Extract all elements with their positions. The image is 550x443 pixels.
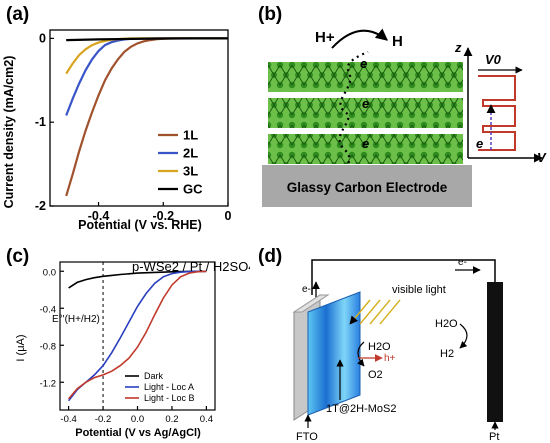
chart-a-legend: 1L 2L 3L GC — [158, 128, 203, 197]
mos2-layer-2 — [268, 98, 463, 128]
y-tick-label: -1.2 — [40, 378, 56, 389]
reaction-arrow — [331, 28, 388, 49]
z-axis-label: z — [454, 40, 462, 55]
x-tick-label: 0.4 — [200, 414, 213, 425]
series-line-light-loc-a — [67, 270, 207, 402]
legend-label: GC — [183, 182, 203, 197]
plot-frame — [49, 29, 229, 207]
x-tick-label: -0.2 — [95, 414, 111, 425]
panel-d-diagram: e- e- visible light H2O O2 h+ 1T@2H-MoS2… — [292, 257, 503, 443]
barrier-electron-label: e — [476, 136, 483, 151]
series-line-dark — [68, 270, 207, 289]
circuit-wire — [311, 259, 496, 295]
chart-a-xlabel: Potential (V vs. RHE) — [78, 218, 202, 232]
legend-label: 1L — [183, 128, 198, 143]
series-line-3l — [65, 37, 228, 75]
chart-c-axes: -0.4 -0.2 0.0 0.2 0.4 0.0 -0.4 -0.8 -1.2 — [40, 261, 216, 425]
y-tick-label: 0 — [39, 31, 46, 45]
hole-label: h+ — [384, 353, 396, 364]
legend-label: Light - Loc B — [144, 393, 195, 403]
electron-path — [338, 50, 369, 191]
light-label: visible light — [392, 284, 446, 296]
reduction-arc — [459, 323, 468, 349]
electron-top-label: e- — [458, 257, 467, 268]
proton-label: H+ — [315, 29, 335, 46]
chart-a: -0.4 -0.2 0 0 -1 -2 1L 2L 3L GC Potential (V vs.… — [2, 29, 232, 232]
mos2-film — [307, 291, 361, 416]
y-tick-label: 0.0 — [43, 267, 56, 278]
x-tick-label: -0.4 — [88, 209, 110, 223]
chart-c-xlabel: Potential (V vs Ag/AgCl) — [75, 427, 201, 439]
y-tick-label: -1 — [35, 115, 46, 129]
x-tick-label: -0.4 — [60, 414, 76, 425]
barrier-label: V0 — [485, 52, 502, 67]
mos2-layer-3 — [268, 134, 463, 164]
hydrogen-label: H — [392, 33, 403, 50]
chart-c-annotation: E°'(H+/H2) — [52, 314, 100, 325]
x-tick-label: 0.2 — [165, 414, 178, 425]
chart-a-axes: -0.4 -0.2 0 0 -1 -2 — [35, 29, 232, 223]
legend-label: Dark — [144, 371, 164, 381]
water-right-label: H2O — [435, 318, 458, 330]
y-tick-label: -0.8 — [40, 341, 56, 352]
electron-label-3: e — [362, 136, 369, 151]
x-tick-label: 0.0 — [131, 414, 144, 425]
legend-label: 2L — [183, 146, 198, 161]
chart-a-ylabel: Current density (mA/cm2) — [2, 56, 16, 209]
oxidation-arc — [357, 341, 365, 367]
pt-label: Pt — [489, 431, 499, 443]
x-tick-label: 0 — [225, 209, 232, 223]
series-line-gc — [66, 37, 228, 42]
electron-label-1: e — [360, 56, 367, 71]
water-label: H2O — [368, 341, 391, 353]
barrier-profile — [478, 75, 516, 151]
y-tick-label: -0.4 — [40, 304, 56, 315]
chart-c-ylabel: I (μA) — [15, 334, 27, 361]
panel-label-b: (b) — [258, 4, 283, 25]
chart-a-lines — [65, 37, 228, 197]
electron-label-2: e — [362, 96, 369, 111]
legend-label: 3L — [183, 164, 198, 179]
hydrogen-right-label: H2 — [440, 348, 454, 360]
glassy-carbon-electrode — [262, 165, 472, 207]
electron-left-label: e- — [302, 284, 311, 295]
fto-label: FTO — [296, 431, 318, 443]
panel-label-d: (d) — [258, 246, 283, 267]
chart-c-lines — [67, 270, 207, 402]
panel-label-c: (c) — [6, 246, 30, 267]
mos2-layer-1 — [268, 62, 463, 92]
panel-b-diagram: H+ H e e e Glassy Carbon Electrode z V V… — [262, 28, 547, 207]
oxygen-label: O2 — [368, 369, 383, 381]
legend-label: Light - Loc A — [144, 382, 194, 392]
panel-label-a: (a) — [6, 4, 30, 25]
chart-c-title: p-WSe2 / Pt / H2SO4 — [132, 259, 250, 274]
series-line-2l — [65, 37, 228, 116]
material-label: 1T@2H-MoS2 — [326, 403, 396, 415]
electrode-label: Glassy Carbon Electrode — [287, 180, 448, 195]
pt-electrode — [487, 282, 503, 422]
v-axis-label: V — [537, 150, 547, 165]
y-tick-label: -2 — [35, 199, 46, 213]
x-tick-label: -0.2 — [152, 209, 174, 223]
chart-c: -0.4 -0.2 0.0 0.2 0.40.0-0.4-0.8-1.2 DarkLig… — [15, 259, 250, 439]
series-line-light-loc-b — [67, 270, 207, 400]
light-rays — [349, 299, 401, 325]
